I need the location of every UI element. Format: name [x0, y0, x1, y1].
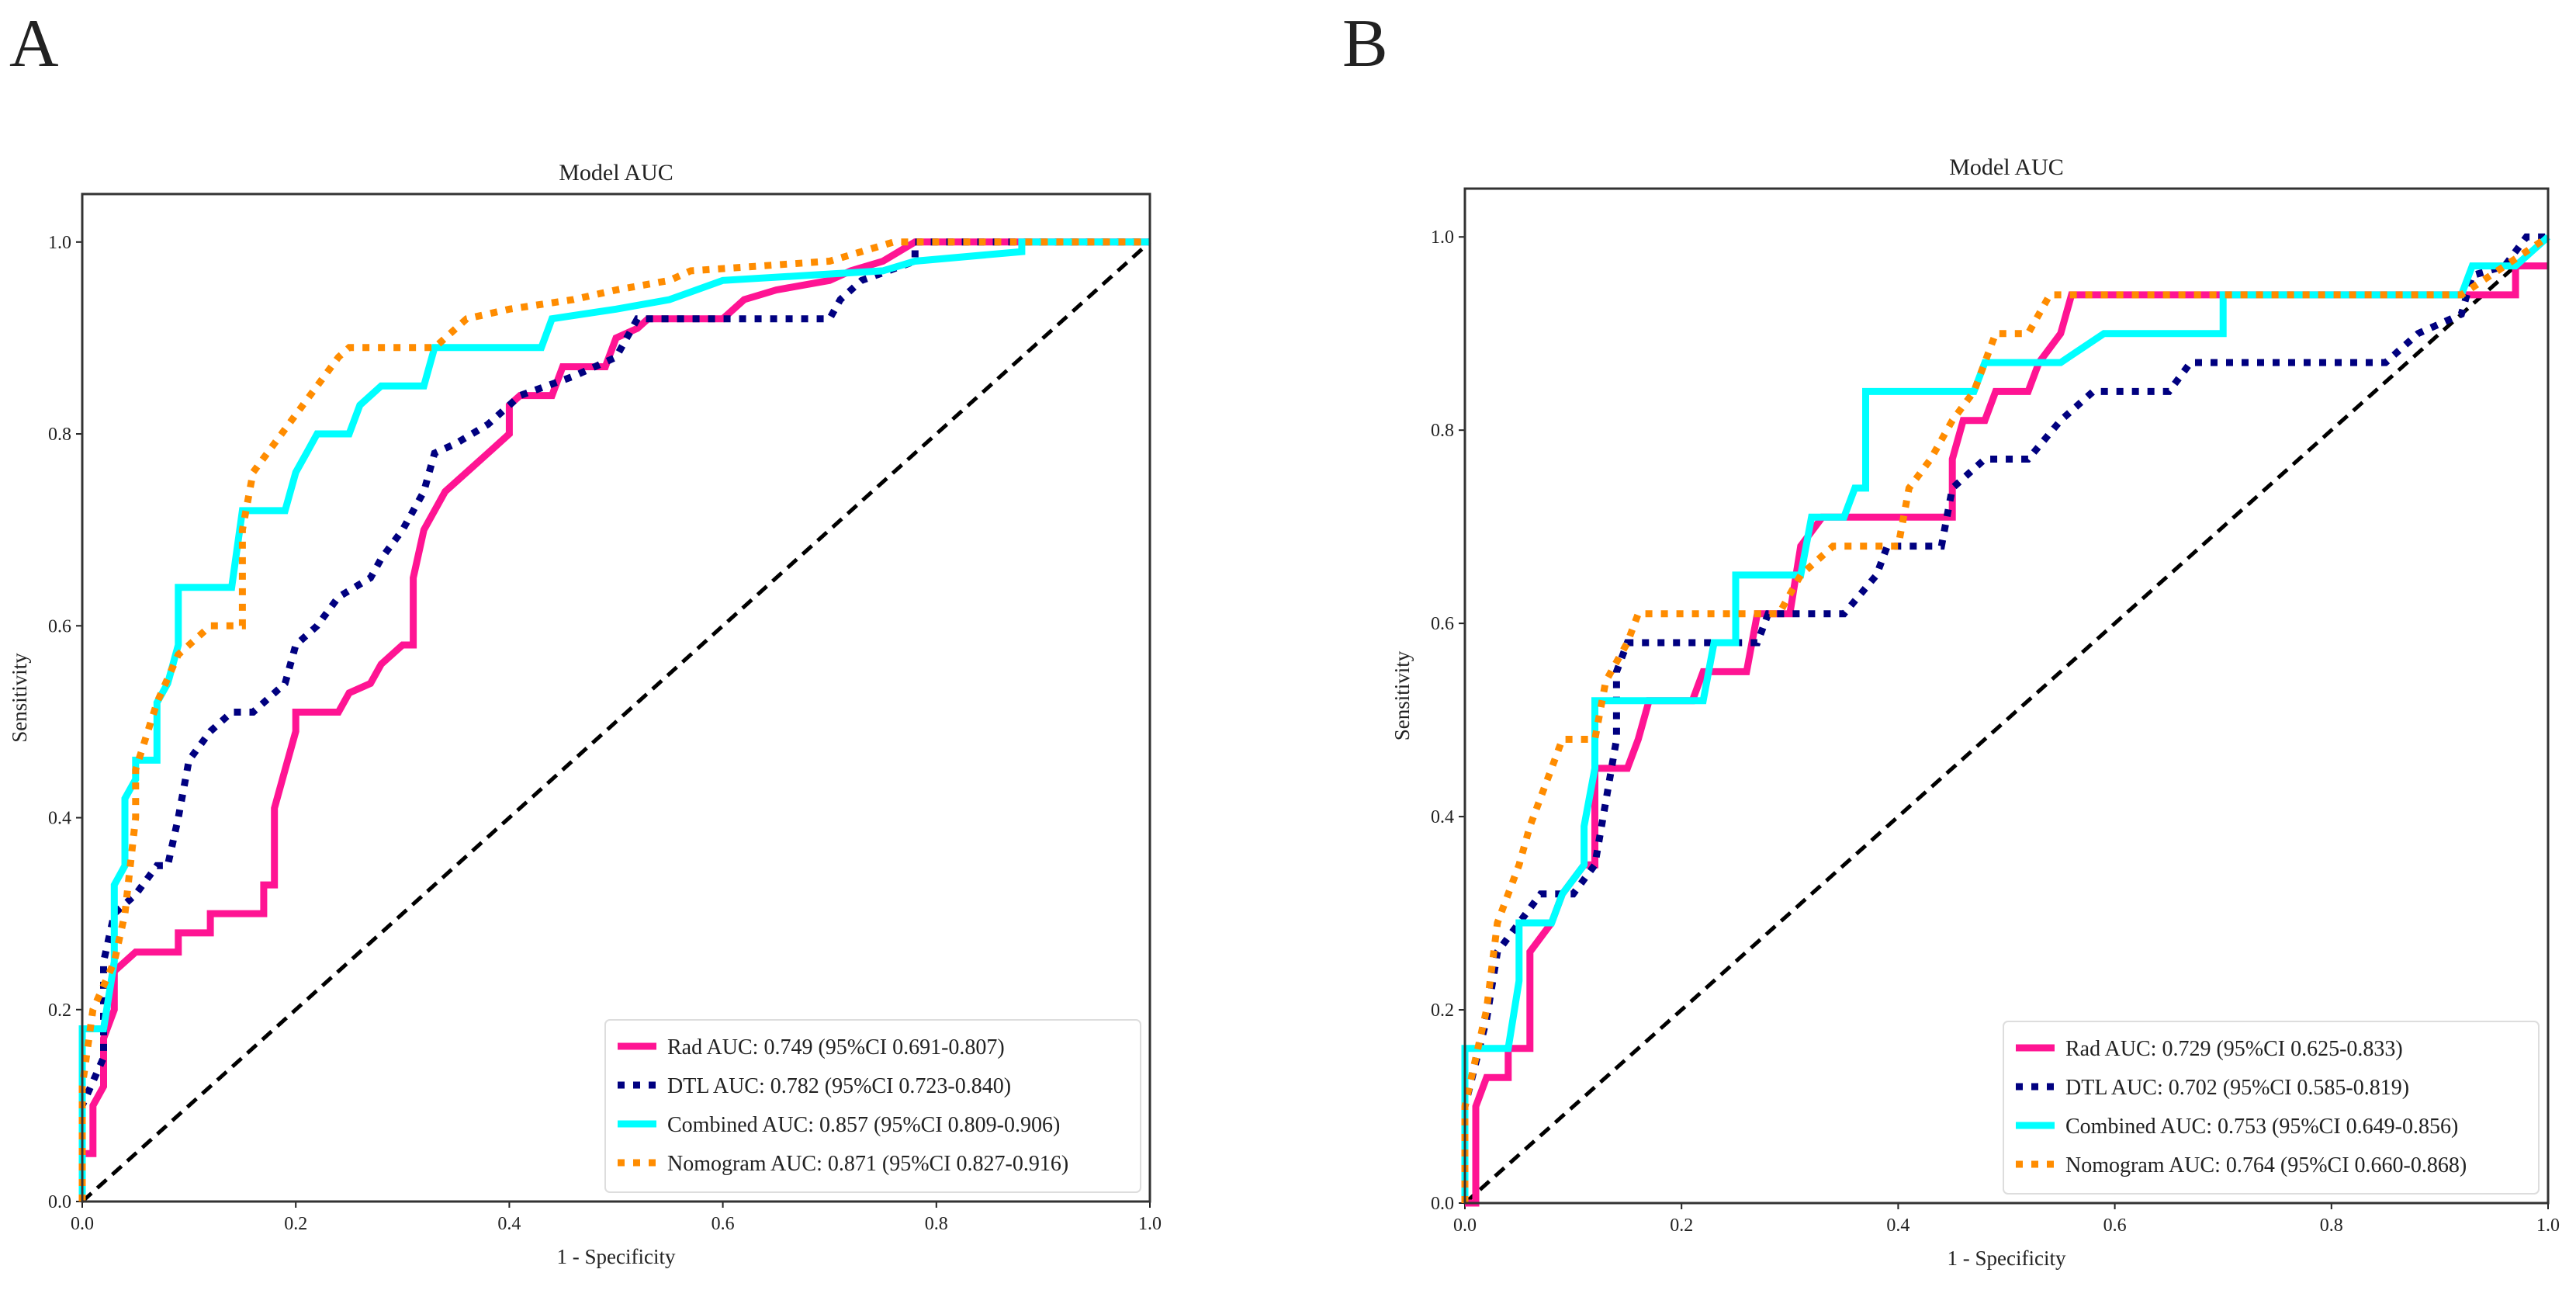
roc-curve-combined	[1461, 234, 2550, 1203]
roc-curve-nomogram	[1461, 234, 2550, 1203]
x-axis-label: 1 - Specificity	[557, 1245, 676, 1268]
legend-entry-label: Rad AUC: 0.729 (95%CI 0.625-0.833)	[2065, 1037, 2403, 1061]
y-tick-label: 0.0	[48, 1192, 71, 1212]
roc-curve-dtl	[1461, 233, 2548, 1203]
y-tick-label: 0.0	[1431, 1194, 1454, 1214]
legend-entry-label: Nomogram AUC: 0.764 (95%CI 0.660-0.868)	[2065, 1153, 2467, 1177]
legend-entry-label: DTL AUC: 0.702 (95%CI 0.585-0.819)	[2065, 1076, 2409, 1100]
x-tick-label: 0.4	[1886, 1215, 1909, 1236]
chart-panel-a: A Model AUC 0.0 0.2 0.4 0.6 0.8 1.0 0.0 0.2 0.4 0.6…	[8, 6, 1162, 1268]
legend-entry-label: Combined AUC: 0.857 (95%CI 0.809-0.906)	[667, 1113, 1060, 1137]
y-tick-label: 1.0	[48, 233, 71, 253]
y-tick-label: 0.6	[48, 616, 71, 636]
legend-entry-label: Combined AUC: 0.753 (95%CI 0.649-0.856)	[2065, 1115, 2458, 1139]
x-tick-label: 0.8	[925, 1214, 948, 1234]
x-tick-label: 0.6	[712, 1214, 735, 1234]
y-axis-label: Sensitivity	[1390, 650, 1414, 740]
x-tick-label: 0.6	[2103, 1215, 2127, 1236]
y-tick-label: 0.4	[1431, 807, 1454, 827]
roc-curve-rad	[78, 238, 1150, 1202]
chart-title: Model AUC	[559, 160, 673, 186]
x-tick-label: 0.0	[1453, 1215, 1477, 1236]
y-tick-label: 0.2	[48, 1000, 71, 1021]
roc-curve-combined	[78, 238, 1150, 1202]
chart-panel-b: B Model AUC 0.0 0.2 0.4 0.6 0.8 1.0 0.0 0.2 0.4 0.6…	[1342, 6, 2560, 1270]
roc-curve-nomogram	[78, 238, 1150, 1202]
legend: Rad AUC: 0.729 (95%CI 0.625-0.833) DTL AU…	[2003, 1021, 2540, 1195]
legend-entry-label: Nomogram AUC: 0.871 (95%CI 0.827-0.916)	[667, 1152, 1068, 1176]
y-tick-label: 1.0	[1431, 227, 1454, 248]
x-axis-label: 1 - Specificity	[1948, 1247, 2066, 1270]
x-tick-label: 0.2	[284, 1214, 307, 1234]
x-tick-label: 0.8	[2320, 1215, 2343, 1236]
legend-entry-label: DTL AUC: 0.782 (95%CI 0.723-0.840)	[667, 1074, 1011, 1098]
reference-diagonal-line	[81, 240, 1151, 1203]
panel-label: A	[9, 6, 59, 81]
x-tick-label: 0.0	[71, 1214, 94, 1234]
axes-frame	[1463, 187, 2550, 1205]
x-tick-label: 1.0	[2536, 1215, 2560, 1236]
y-tick-label: 0.2	[1431, 1000, 1454, 1021]
legend: Rad AUC: 0.749 (95%CI 0.691-0.807) DTL AU…	[604, 1019, 1141, 1193]
x-tick-label: 1.0	[1138, 1214, 1162, 1234]
legend-entry-label: Rad AUC: 0.749 (95%CI 0.691-0.807)	[667, 1035, 1005, 1059]
y-tick-label: 0.4	[48, 809, 71, 829]
y-axis-label: Sensitivity	[8, 653, 31, 743]
roc-curve-rad	[1465, 262, 2548, 1207]
x-tick-label: 0.4	[497, 1214, 521, 1234]
y-tick-label: 0.8	[1431, 421, 1454, 441]
x-tick-label: 0.2	[1670, 1215, 1693, 1236]
legend-box	[2003, 1021, 2540, 1195]
y-tick-label: 0.8	[48, 425, 71, 445]
axes-frame	[81, 192, 1151, 1203]
chart-title: Model AUC	[1949, 154, 2064, 180]
y-tick-label: 0.6	[1431, 614, 1454, 634]
legend-box	[604, 1019, 1141, 1193]
panel-label: B	[1342, 6, 1388, 81]
